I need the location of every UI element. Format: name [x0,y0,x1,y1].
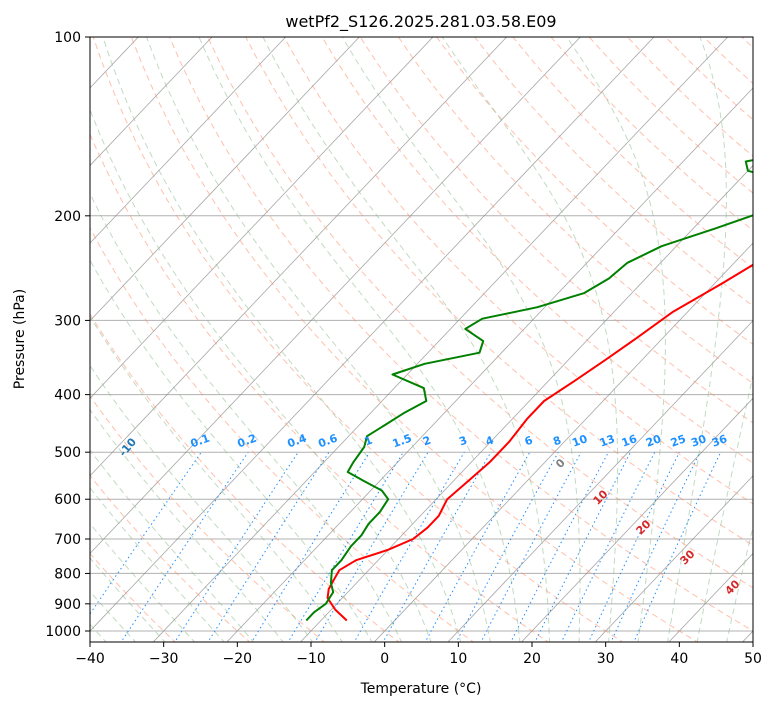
x-tick-label: −20 [223,651,253,667]
y-tick-label: 100 [54,30,81,46]
x-tick-label: −30 [149,651,179,667]
y-axis-title: Pressure (hPa) [12,289,28,389]
chart-title: wetPf2_S126.2025.281.03.58.E09 [285,12,556,32]
x-tick-label: −40 [75,651,105,667]
x-axis-title: Temperature (°C) [360,681,482,697]
x-tick-label: 30 [597,651,615,667]
y-tick-label: 900 [54,597,81,613]
y-tick-label: 200 [54,209,81,225]
x-tick-label: 50 [744,651,762,667]
x-tick-label: 0 [380,651,389,667]
y-tick-label: 300 [54,313,81,329]
plot-background [90,37,753,642]
dry-adiabat-label: -20 [28,396,51,420]
x-tick-label: −10 [296,651,326,667]
x-tick-label: 20 [523,651,541,667]
x-tick-label: 40 [670,651,688,667]
isotherm-line [0,37,65,644]
y-tick-label: 1000 [45,624,81,640]
y-tick-label: 500 [54,445,81,461]
y-tick-label: 400 [54,388,81,404]
y-tick-label: 600 [54,492,81,508]
y-tick-label: 700 [54,532,81,548]
x-tick-label: 10 [449,651,467,667]
y-tick-label: 800 [54,566,81,582]
